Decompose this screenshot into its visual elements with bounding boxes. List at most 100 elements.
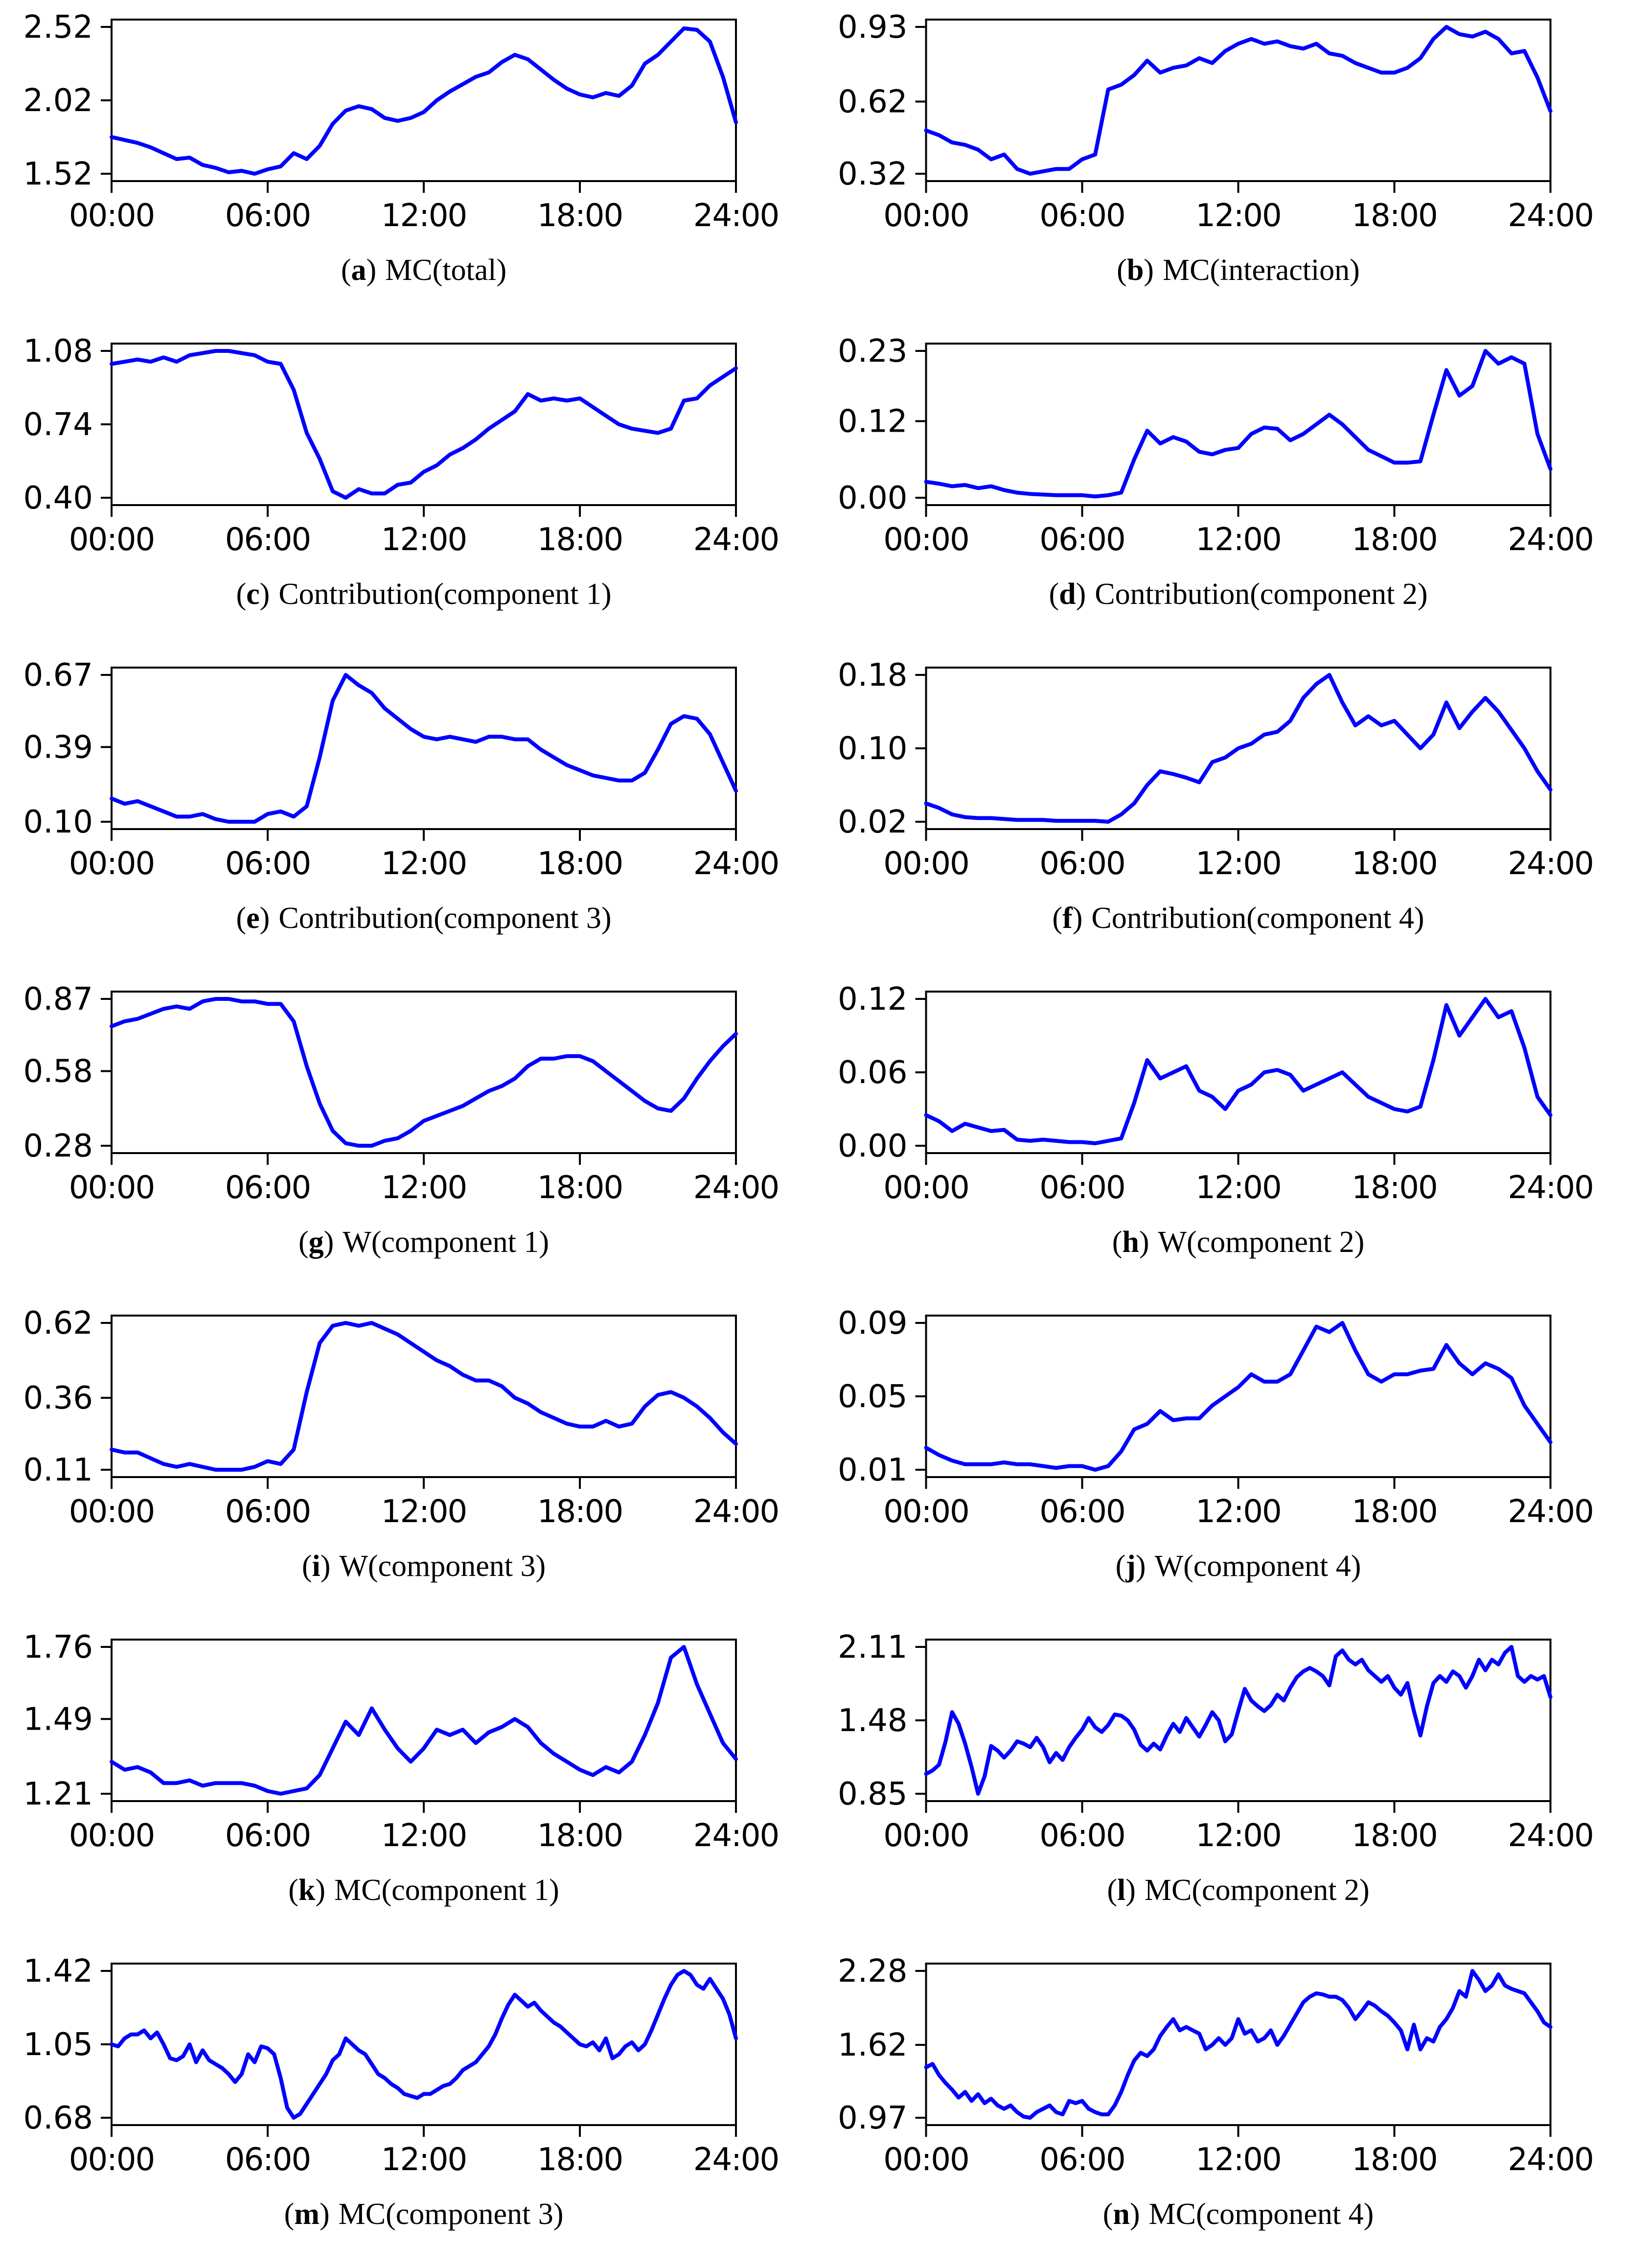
- caption-letter: g: [309, 1226, 324, 1259]
- x-tick-label: 12:00: [381, 846, 466, 882]
- data-line: [110, 26, 738, 176]
- x-tick-label: 24:00: [693, 1494, 779, 1530]
- subplot-j: 0.01 0.05 0.09 00:00 06:00 12:00 18:00 24:00 (j)…: [814, 1296, 1629, 1620]
- caption-title: MC(total): [385, 254, 506, 287]
- caption-title: W(component 3): [339, 1550, 546, 1583]
- x-tick-label: 06:00: [225, 522, 310, 558]
- caption-letter: m: [294, 2198, 320, 2231]
- plot-area: [925, 343, 1552, 506]
- x-tick-label: 12:00: [1195, 1170, 1281, 1206]
- caption: (m) MC(component 3): [284, 2198, 564, 2231]
- y-tick-label: 0.02: [838, 804, 908, 840]
- x-tick-label: 06:00: [225, 2142, 310, 2178]
- x-tick-label: 24:00: [1508, 846, 1593, 882]
- x-tick-label: 00:00: [883, 2142, 968, 2178]
- caption-letter: a: [351, 254, 367, 287]
- line-chart-i: 0.11 0.36 0.62 00:00 06:00 12:00 18:00 24:00 (i)…: [23, 1305, 780, 1583]
- y-tick-label: 1.76: [23, 1629, 93, 1666]
- x-tick-label: 18:00: [1352, 1170, 1437, 1206]
- plot-area: [111, 1315, 737, 1478]
- plot-area: [925, 1639, 1552, 1802]
- y-tick-label: 1.42: [23, 1953, 93, 1990]
- x-tick-label: 24:00: [693, 2142, 779, 2178]
- caption: (i) W(component 3): [302, 1550, 546, 1583]
- plot-area: [111, 1639, 737, 1802]
- y-tick-label: 0.68: [23, 2100, 93, 2136]
- x-tick-label: 24:00: [1508, 522, 1593, 558]
- y-tick-label: 0.18: [838, 657, 908, 694]
- x-tick-label: 00:00: [69, 2142, 154, 2178]
- x-tick-label: 24:00: [1508, 1170, 1593, 1206]
- y-tick-label: 0.05: [838, 1379, 908, 1415]
- caption-letter: i: [312, 1550, 320, 1583]
- data-line: [924, 1969, 1553, 2120]
- subplot-b: 0.32 0.62 0.93 00:00 06:00 12:00 18:00 24:00 (b)…: [814, 0, 1629, 324]
- y-tick-label: 0.06: [838, 1055, 908, 1091]
- y-tick-label: 0.12: [838, 403, 908, 440]
- y-tick-label: 2.02: [23, 83, 93, 119]
- y-tick-label: 0.12: [838, 981, 908, 1018]
- data-line: [110, 1321, 738, 1472]
- y-tick-label: 2.28: [838, 1953, 908, 1990]
- caption-title: MC(component 2): [1145, 1874, 1370, 1907]
- data-line: [110, 673, 738, 824]
- subplot-l: 0.85 1.48 2.11 00:00 06:00 12:00 18:00 24:00 (l)…: [814, 1620, 1629, 1944]
- caption-letter: k: [298, 1874, 316, 1907]
- plot-area: [111, 19, 737, 182]
- subplot-k: 1.21 1.49 1.76 00:00 06:00 12:00 18:00 24:00 (k)…: [0, 1620, 814, 1944]
- data-line: [924, 673, 1553, 824]
- line-chart-k: 1.21 1.49 1.76 00:00 06:00 12:00 18:00 24:00 (k)…: [23, 1629, 780, 1907]
- y-tick-label: 1.48: [838, 1703, 908, 1739]
- data-line: [924, 997, 1553, 1145]
- caption-letter: l: [1117, 1874, 1125, 1907]
- x-tick-label: 06:00: [1039, 522, 1124, 558]
- plot-area: [111, 991, 737, 1154]
- data-line: [924, 25, 1553, 176]
- line-chart-h: 0.00 0.06 0.12 00:00 06:00 12:00 18:00 24:00 (h)…: [838, 981, 1594, 1259]
- y-tick-label: 0.85: [838, 1776, 908, 1812]
- caption: (n) MC(component 4): [1103, 2198, 1374, 2231]
- subplot-f: 0.02 0.10 0.18 00:00 06:00 12:00 18:00 24:00 (f)…: [814, 648, 1629, 972]
- y-tick-label: 1.52: [23, 156, 93, 192]
- x-tick-label: 00:00: [883, 846, 968, 882]
- x-tick-label: 00:00: [883, 198, 968, 234]
- line-chart-j: 0.01 0.05 0.09 00:00 06:00 12:00 18:00 24:00 (j)…: [838, 1305, 1594, 1583]
- y-tick-label: 0.93: [838, 9, 908, 46]
- x-tick-label: 24:00: [693, 846, 779, 882]
- y-tick-label: 0.58: [23, 1053, 93, 1089]
- caption-letter: e: [246, 902, 260, 935]
- x-tick-label: 18:00: [537, 198, 622, 234]
- x-tick-label: 12:00: [1195, 846, 1281, 882]
- caption: (b) MC(interaction): [1117, 254, 1360, 287]
- caption: (l) MC(component 2): [1107, 1874, 1369, 1907]
- line-chart-n: 0.97 1.62 2.28 00:00 06:00 12:00 18:00 24:00 (n)…: [838, 1953, 1594, 2231]
- y-tick-label: 0.10: [838, 731, 908, 767]
- y-tick-label: 0.67: [23, 657, 93, 694]
- x-tick-label: 12:00: [381, 1818, 466, 1854]
- subplot-e: 0.10 0.39 0.67 00:00 06:00 12:00 18:00 24:00 (e)…: [0, 648, 814, 972]
- data-line: [110, 349, 738, 500]
- x-tick-label: 06:00: [1039, 846, 1124, 882]
- y-tick-label: 0.39: [23, 729, 93, 765]
- subplot-n: 0.97 1.62 2.28 00:00 06:00 12:00 18:00 24:00 (n)…: [814, 1944, 1629, 2268]
- x-tick-label: 12:00: [1195, 1818, 1281, 1854]
- y-tick-label: 1.49: [23, 1701, 93, 1737]
- x-tick-label: 18:00: [1352, 522, 1437, 558]
- x-tick-label: 00:00: [69, 1494, 154, 1530]
- y-tick-label: 0.10: [23, 804, 93, 840]
- caption: (d) Contribution(component 2): [1049, 578, 1428, 611]
- caption: (k) MC(component 1): [288, 1874, 559, 1907]
- data-line: [110, 1645, 738, 1796]
- x-tick-label: 06:00: [1039, 198, 1124, 234]
- data-line: [110, 997, 738, 1148]
- y-tick-label: 2.52: [23, 9, 93, 46]
- x-tick-label: 00:00: [69, 198, 154, 234]
- caption-letter: c: [246, 578, 260, 611]
- y-tick-label: 0.28: [23, 1128, 93, 1164]
- x-tick-label: 06:00: [1039, 1170, 1124, 1206]
- y-tick-label: 2.11: [838, 1629, 908, 1666]
- caption: (f) Contribution(component 4): [1052, 902, 1424, 935]
- caption-title: Contribution(component 2): [1095, 578, 1427, 611]
- x-tick-label: 00:00: [883, 1170, 968, 1206]
